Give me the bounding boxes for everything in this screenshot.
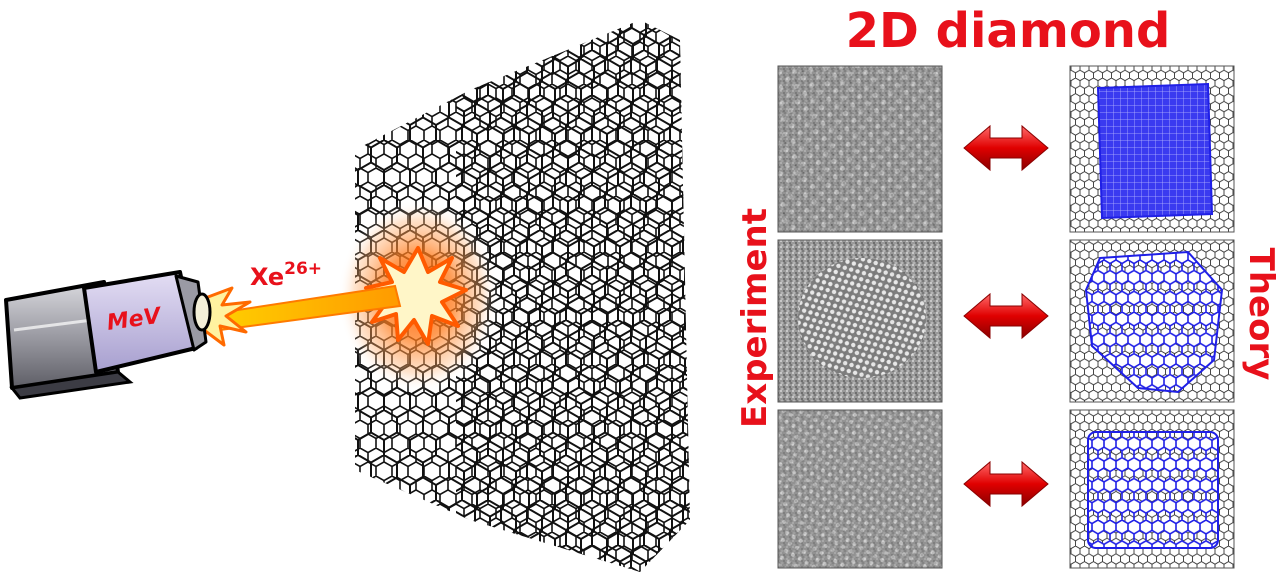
ion-beam xyxy=(198,284,402,347)
figure-title: 2D diamond xyxy=(846,3,1171,59)
experiment-image-3 xyxy=(777,409,943,569)
ion-gun-icon xyxy=(4,270,212,400)
theory-model-3 xyxy=(1069,409,1235,569)
double-arrow-icon xyxy=(963,460,1049,508)
double-arrow-icon xyxy=(963,292,1049,340)
ion-charge: 26+ xyxy=(284,259,322,279)
impact-flash-icon xyxy=(338,200,498,392)
experiment-image-2 xyxy=(777,239,943,403)
ion-label: Xe26+ xyxy=(250,259,322,291)
experiment-image-1 xyxy=(777,65,943,233)
theory-model-2 xyxy=(1069,239,1235,403)
theory-label: Theory xyxy=(1241,248,1280,381)
experiment-label: Experiment xyxy=(735,208,775,428)
double-arrow-icon xyxy=(963,124,1049,172)
theory-model-1 xyxy=(1069,65,1235,233)
